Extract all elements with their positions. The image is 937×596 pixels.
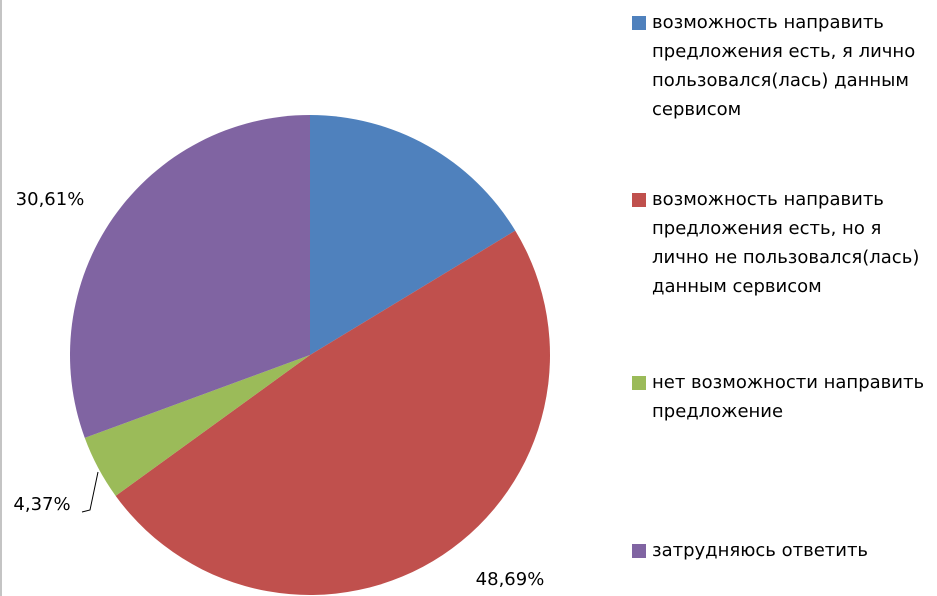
pie-slice xyxy=(310,115,516,355)
legend-label: затрудняюсь ответить xyxy=(652,540,869,561)
pie-slice xyxy=(115,230,550,595)
legend-label: возможность направить предложения есть, … xyxy=(652,189,920,297)
leader-line xyxy=(81,471,99,513)
legend-label: возможность направить предложения есть, … xyxy=(652,12,916,120)
legend-swatch xyxy=(632,193,646,207)
legend-item: затрудняюсь ответить xyxy=(632,536,932,565)
legend-swatch xyxy=(632,544,646,558)
data-label: 48,69% xyxy=(476,569,545,590)
legend-swatch xyxy=(632,376,646,390)
legend-label: нет возможности направить предложение xyxy=(652,372,925,422)
legend-item: возможность направить предложения есть, … xyxy=(632,8,932,124)
data-label: 4,37% xyxy=(13,494,70,515)
legend-item: возможность направить предложения есть, … xyxy=(632,185,932,301)
data-label: 30,61% xyxy=(16,189,85,210)
pie-slice xyxy=(84,355,310,496)
pie-slice xyxy=(69,115,310,438)
legend-swatch xyxy=(632,16,646,30)
legend-item: нет возможности направить предложение xyxy=(632,368,932,426)
